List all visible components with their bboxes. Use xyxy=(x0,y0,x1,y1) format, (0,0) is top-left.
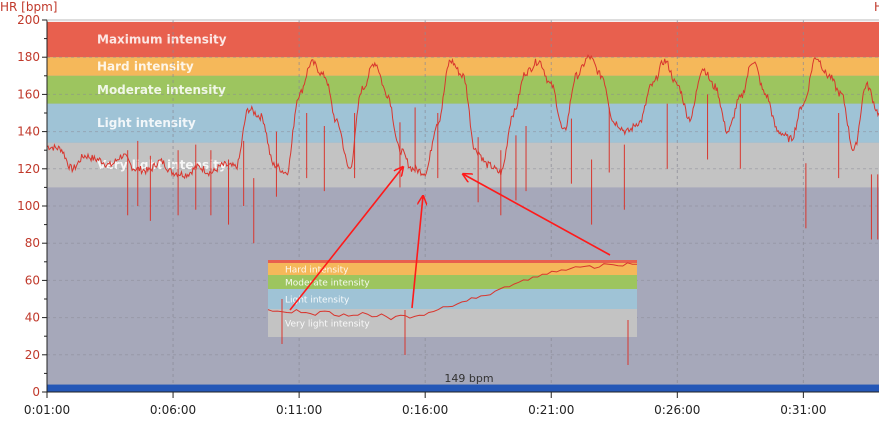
x-tick-label: 0:11:00 xyxy=(276,403,322,417)
x-tick-label: 0:31:00 xyxy=(780,403,826,417)
y-tick-label: 200 xyxy=(17,13,40,27)
x-tick-label: 0:06:00 xyxy=(150,403,196,417)
y-axis-title: HR [bpm] xyxy=(0,0,57,14)
y-tick-label: 20 xyxy=(25,348,40,362)
x-tick-label: 0:01:00 xyxy=(24,403,70,417)
zone-label: Maximum intensity xyxy=(97,33,227,47)
zone-label: Light intensity xyxy=(97,116,196,130)
y-tick-label: 60 xyxy=(25,273,40,287)
inset-zone-band-0 xyxy=(268,263,637,275)
y-tick-label: 0 xyxy=(32,385,40,399)
inset-series-line xyxy=(267,262,638,321)
y-tick-label: 180 xyxy=(17,50,40,64)
annotation-arrow xyxy=(289,167,403,311)
y-tick-label: 100 xyxy=(17,199,40,213)
zone-label: Hard intensity xyxy=(97,60,194,74)
inset-zone-label: Very light intensity xyxy=(285,320,370,330)
inset-zone-label: Hard intensity xyxy=(285,266,349,276)
inset-zone-label: Light intensity xyxy=(285,296,350,306)
zone-band-0 xyxy=(47,21,879,58)
x-tick-label: 0:16:00 xyxy=(402,403,448,417)
y-tick-label: 120 xyxy=(17,162,40,176)
annotation-arrow xyxy=(411,196,423,309)
inset-zone-band-1 xyxy=(268,275,637,289)
x-tick-label: 0:21:00 xyxy=(528,403,574,417)
zone-label: Moderate intensity xyxy=(97,83,226,97)
x-tick-label: 0:26:00 xyxy=(654,403,700,417)
hr-series-line xyxy=(46,54,879,180)
zone-band-2 xyxy=(47,75,879,104)
inset-zone-label: Moderate intensity xyxy=(285,279,370,289)
plot-top-strip xyxy=(47,20,879,22)
y-tick-label: 40 xyxy=(25,311,40,325)
y-tick-label: 160 xyxy=(17,87,40,101)
y-tick-label: 140 xyxy=(17,125,40,139)
inset-zone-top xyxy=(268,260,637,263)
right-axis-title: H xyxy=(874,0,879,14)
inset-zone-band-2 xyxy=(268,289,637,309)
average-hr-label: 149 bpm xyxy=(444,372,493,385)
average-hr-bar xyxy=(47,384,879,392)
y-tick-label: 80 xyxy=(25,236,40,250)
inset-zone-band-3 xyxy=(268,309,637,337)
annotation-arrow xyxy=(463,174,611,256)
